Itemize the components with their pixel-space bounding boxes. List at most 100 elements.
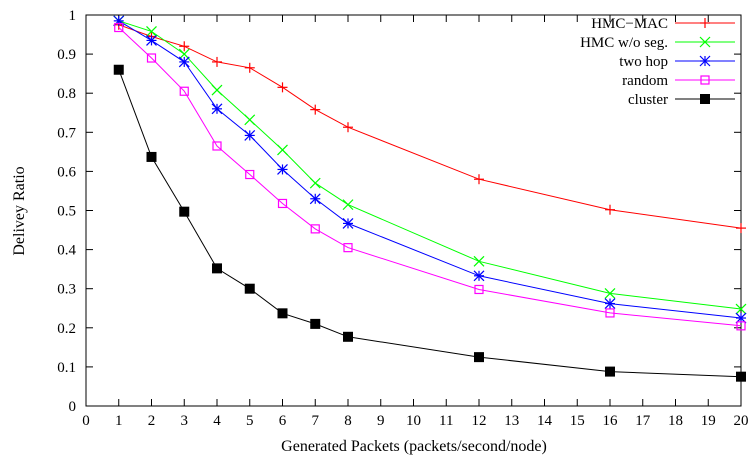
series-1-point xyxy=(605,204,615,215)
x-tick-label: 5 xyxy=(246,413,254,429)
series-5-point xyxy=(605,366,615,377)
legend-label: random xyxy=(622,73,668,89)
series-1-point xyxy=(474,174,484,185)
series-1-point xyxy=(736,223,746,234)
x-tick-label: 15 xyxy=(570,413,585,429)
series-3-point xyxy=(604,298,616,309)
y-tick-label: 0.3 xyxy=(57,282,76,298)
legend-swatch-marker xyxy=(699,36,711,48)
x-tick-label: 7 xyxy=(312,413,320,429)
x-tick-label: 17 xyxy=(635,413,651,429)
x-tick-label: 11 xyxy=(439,413,453,429)
x-tick-label: 1 xyxy=(115,413,123,429)
legend-entry: HMC−MAC xyxy=(591,16,735,32)
series-5-point xyxy=(343,331,353,342)
series-2 xyxy=(113,15,747,315)
series-1-point xyxy=(343,122,353,133)
x-tick-label: 19 xyxy=(701,413,716,429)
legend: HMC−MAC HMC w/o seg. two hop random cluster xyxy=(580,16,735,108)
legend-swatch-marker xyxy=(700,94,710,104)
legend-entry: two hop xyxy=(619,54,735,70)
legend-entry: random xyxy=(622,73,735,89)
series-2-point xyxy=(244,114,256,126)
series-5-point xyxy=(179,206,190,217)
series-5-point xyxy=(146,151,157,162)
series-2-point xyxy=(146,25,157,37)
series-5-point xyxy=(212,263,222,274)
y-axis: 0 0.1 0.2 0.3 0.4 0.5 0.6 0.7 0.8 0.9 1 xyxy=(57,8,741,415)
legend-swatch-marker xyxy=(699,55,711,67)
series-3-point xyxy=(473,270,485,282)
series-3-point xyxy=(146,34,157,46)
legend-label: HMC−MAC xyxy=(591,16,668,32)
x-axis: 0 1 2 3 4 5 6 7 8 9 10 11 12 13 14 15 16 17 18 19 20 xyxy=(82,15,749,429)
x-tick-label: 18 xyxy=(668,413,683,429)
series-2-point xyxy=(178,48,190,60)
legend-label: cluster xyxy=(628,92,668,108)
legend-swatch-marker xyxy=(700,18,710,28)
series-5-point xyxy=(277,308,288,319)
series-3-point xyxy=(277,164,288,175)
series-1-point xyxy=(179,41,190,52)
series-5 xyxy=(113,64,746,382)
series-3-point xyxy=(178,56,190,68)
series-2-point xyxy=(309,177,321,189)
x-tick-label: 10 xyxy=(406,413,421,429)
x-tick-label: 3 xyxy=(181,413,189,429)
series-2-point xyxy=(735,303,747,315)
series-group xyxy=(113,15,747,382)
series-4-point xyxy=(245,169,255,180)
series-5-line xyxy=(118,69,742,378)
series-4-point xyxy=(114,22,124,33)
series-5-point xyxy=(244,283,255,294)
series-3 xyxy=(113,15,747,324)
series-3-point xyxy=(309,193,321,205)
series-3-point xyxy=(113,15,125,27)
series-1-point xyxy=(212,56,222,67)
x-tick-label: 2 xyxy=(148,413,156,429)
legend-entry: cluster xyxy=(628,92,735,108)
series-1-point xyxy=(277,82,288,93)
legend-swatch-marker xyxy=(700,75,710,85)
series-1 xyxy=(113,19,746,234)
series-4-point xyxy=(277,198,288,209)
series-2-point xyxy=(342,199,354,211)
y-tick-label: 0.1 xyxy=(57,360,76,376)
series-1-point xyxy=(310,104,321,115)
series-5-point xyxy=(310,318,321,329)
series-4 xyxy=(114,22,746,331)
series-4-point xyxy=(343,243,353,253)
x-tick-label: 20 xyxy=(734,413,749,429)
y-tick-label: 0.2 xyxy=(57,321,76,337)
series-3-point xyxy=(211,103,223,115)
series-4-line xyxy=(118,27,742,327)
y-tick-label: 0.8 xyxy=(57,86,76,102)
series-4-point xyxy=(474,284,484,295)
y-tick-label: 0.5 xyxy=(57,204,76,220)
y-tick-label: 0.7 xyxy=(57,125,76,141)
x-tick-label: 13 xyxy=(504,413,519,429)
series-4-point xyxy=(179,86,189,96)
series-4-point xyxy=(736,321,746,331)
series-2-point xyxy=(473,255,485,267)
series-3-point xyxy=(342,217,354,229)
x-tick-label: 14 xyxy=(537,413,553,429)
y-tick-label: 0 xyxy=(69,399,77,415)
x-tick-label: 4 xyxy=(213,413,221,429)
series-4-point xyxy=(310,224,320,234)
series-1-point xyxy=(244,62,255,73)
y-tick-label: 0.9 xyxy=(57,47,76,63)
x-axis-title: Generated Packets (packets/second/node) xyxy=(281,438,547,455)
series-4-point xyxy=(212,141,222,151)
y-tick-label: 0.4 xyxy=(57,243,76,259)
x-tick-label: 6 xyxy=(279,413,287,429)
y-tick-label: 1 xyxy=(69,8,77,24)
x-tick-label: 12 xyxy=(472,413,487,429)
series-5-point xyxy=(736,371,746,382)
series-2-point xyxy=(211,84,223,96)
x-tick-label: 9 xyxy=(377,413,385,429)
series-2-point xyxy=(277,144,288,156)
x-tick-label: 0 xyxy=(82,413,90,429)
legend-label: HMC w/o seg. xyxy=(580,35,668,51)
